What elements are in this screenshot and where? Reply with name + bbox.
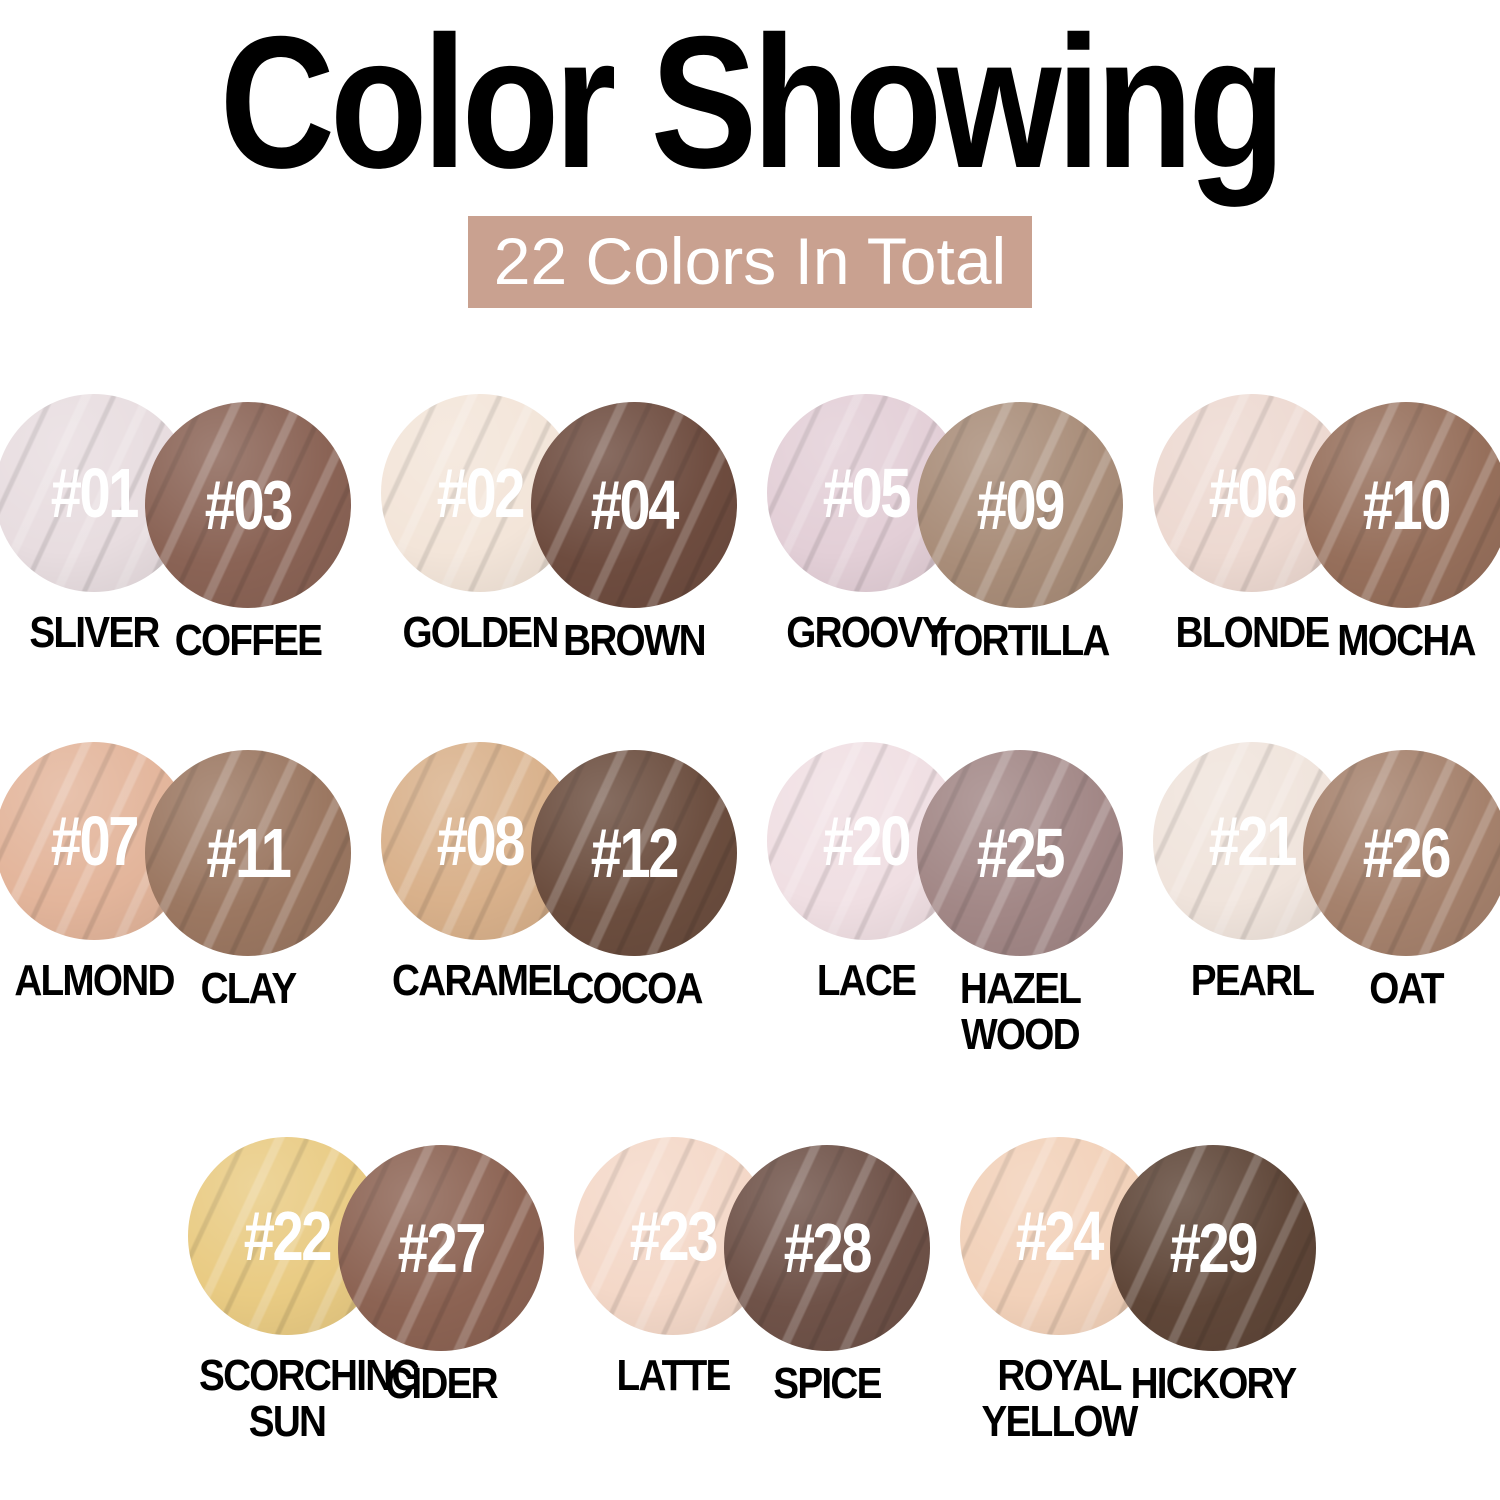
- shade-name: LATTE: [616, 1350, 731, 1400]
- swatch-pair: #20 LACE #25 HAZEL WOOD: [766, 742, 1123, 1060]
- swatch-circle: #28: [724, 1144, 930, 1351]
- shade-number: #10: [1362, 466, 1452, 544]
- shade-number: #03: [204, 466, 294, 544]
- shade-name: SLIVER: [29, 608, 160, 657]
- swatch-circle: #25: [917, 750, 1123, 957]
- shade-number: #05: [822, 454, 912, 532]
- swatch-row-2: #07 ALMOND #11 CLAY #08 CARAMEL #12 COCO…: [0, 742, 1500, 1058]
- page-title: Color Showing: [219, 0, 1285, 207]
- swatch-dark: #11 CLAY: [145, 742, 351, 1058]
- swatch-circle: #10: [1303, 402, 1500, 608]
- swatch-dark: #10 MOCHA: [1303, 394, 1500, 665]
- shade-number: #28: [783, 1208, 873, 1287]
- swatch-dark: #25 HAZEL WOOD: [917, 742, 1123, 1060]
- shade-name: SCORCHING SUN: [199, 1350, 422, 1446]
- shade-name: MOCHA: [1337, 616, 1476, 665]
- shade-number: #11: [206, 814, 292, 893]
- shade-name: HICKORY: [1130, 1358, 1298, 1408]
- total-colors-banner: 22 Colors In Total: [467, 216, 1033, 308]
- swatch-dark: #27 CIDER: [338, 1137, 544, 1445]
- shade-name: COFFEE: [174, 616, 323, 665]
- shade-name: BROWN: [563, 616, 707, 665]
- shade-number: #29: [1169, 1208, 1259, 1287]
- shade-number: #27: [397, 1208, 487, 1287]
- shade-name: ROYAL YELLOW: [981, 1350, 1138, 1446]
- swatch-pair: #06 BLONDE #10 MOCHA: [1152, 394, 1500, 664]
- swatch-pair: #05 GROOVY #09 TORTILLA: [766, 394, 1123, 665]
- swatch-pair: #24 ROYAL YELLOW #29 HICKORY: [959, 1136, 1316, 1446]
- swatch-row-1: #01 SLIVER #03 COFFEE #02 GOLDEN #04 BRO…: [0, 394, 1500, 664]
- shade-name: PEARL: [1190, 956, 1315, 1006]
- shade-name: COCOA: [566, 964, 703, 1014]
- swatch-pair: #21 PEARL #26 OAT: [1152, 742, 1500, 1058]
- shade-number: #09: [976, 466, 1066, 544]
- shade-name: GOLDEN: [402, 608, 559, 657]
- shade-number: #21: [1208, 802, 1298, 881]
- swatch-circle: #11: [145, 750, 351, 957]
- shade-number: #20: [822, 802, 912, 881]
- swatch-pair: #22 SCORCHING SUN #27 CIDER: [187, 1136, 544, 1446]
- swatch-dark: #28 SPICE: [724, 1137, 930, 1445]
- shade-number: #04: [590, 466, 680, 544]
- shade-number: #12: [590, 814, 680, 893]
- swatch-row-3: #22 SCORCHING SUN #27 CIDER #23 LATTE #2…: [187, 1136, 1316, 1446]
- shade-number: #07: [50, 802, 140, 881]
- shade-name: LACE: [816, 956, 917, 1006]
- swatch-circle: #29: [1110, 1144, 1316, 1351]
- swatch-pair: #07 ALMOND #11 CLAY: [0, 742, 351, 1058]
- swatch-grid: #01 SLIVER #03 COFFEE #02 GOLDEN #04 BRO…: [0, 394, 1500, 1500]
- shade-name: SPICE: [773, 1358, 882, 1408]
- shade-name: TORTILLA: [932, 616, 1110, 665]
- shade-number: #26: [1362, 814, 1452, 893]
- swatch-pair: #02 GOLDEN #04 BROWN: [380, 394, 737, 665]
- shade-name: CLAY: [200, 964, 298, 1014]
- shade-number: #01: [50, 454, 140, 532]
- swatch-circle: #12: [531, 750, 737, 957]
- shade-name: CIDER: [385, 1358, 498, 1408]
- swatch-dark: #12 COCOA: [531, 742, 737, 1058]
- shade-name: HAZEL WOOD: [959, 964, 1082, 1060]
- swatch-light: #08 CARAMEL: [380, 742, 580, 1058]
- shade-name: BLONDE: [1175, 608, 1331, 657]
- swatch-circle: #04: [531, 402, 737, 608]
- shade-name: OAT: [1369, 964, 1444, 1014]
- swatch-light: #24 ROYAL YELLOW: [959, 1136, 1159, 1446]
- swatch-pair: #08 CARAMEL #12 COCOA: [380, 742, 737, 1058]
- swatch-dark: #26 OAT: [1303, 742, 1500, 1058]
- shade-number: #06: [1208, 454, 1298, 532]
- shade-name: GROOVY: [786, 608, 947, 657]
- shade-name: ALMOND: [14, 956, 175, 1006]
- shade-number: #02: [436, 454, 526, 532]
- swatch-circle: #03: [145, 402, 351, 608]
- shade-name: CARAMEL: [392, 956, 575, 1006]
- swatch-dark: #29 HICKORY: [1110, 1137, 1316, 1445]
- shade-number: #22: [243, 1196, 333, 1275]
- swatch-dark: #09 TORTILLA: [917, 394, 1123, 665]
- shade-number: #08: [436, 802, 526, 881]
- shade-number: #23: [629, 1196, 719, 1275]
- swatch-dark: #04 BROWN: [531, 394, 737, 665]
- swatch-pair: #23 LATTE #28 SPICE: [573, 1136, 930, 1445]
- swatch-circle: #09: [917, 402, 1123, 608]
- swatch-dark: #03 COFFEE: [145, 394, 351, 665]
- swatch-circle: #27: [338, 1144, 544, 1351]
- shade-number: #24: [1015, 1196, 1105, 1275]
- swatch-pair: #01 SLIVER #03 COFFEE: [0, 394, 351, 665]
- shade-number: #25: [976, 814, 1066, 893]
- swatch-circle: #26: [1303, 750, 1500, 957]
